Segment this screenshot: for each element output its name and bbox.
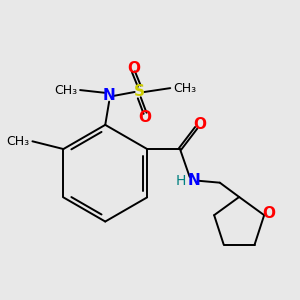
Text: O: O — [139, 110, 152, 124]
Text: O: O — [262, 206, 275, 221]
Text: N: N — [188, 173, 201, 188]
Text: CH₃: CH₃ — [173, 82, 196, 94]
Text: S: S — [134, 85, 145, 100]
Text: N: N — [103, 88, 116, 104]
Text: O: O — [194, 117, 207, 132]
Text: CH₃: CH₃ — [54, 84, 77, 97]
Text: O: O — [127, 61, 140, 76]
Text: H: H — [176, 174, 186, 188]
Text: CH₃: CH₃ — [7, 135, 30, 148]
